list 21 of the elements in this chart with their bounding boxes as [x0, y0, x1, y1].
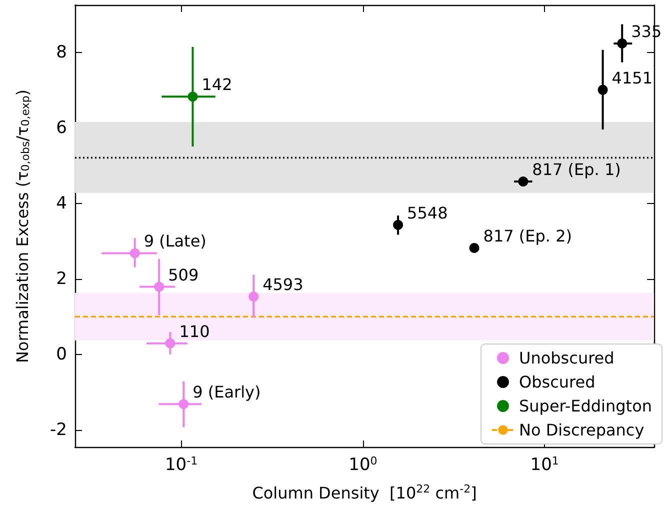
legend-label: No Discrepancy	[519, 420, 644, 440]
annotation: 4593	[262, 275, 304, 294]
legend-label: Obscured	[519, 372, 596, 392]
annotation: 509	[168, 265, 199, 284]
legend-label: Unobscured	[519, 348, 614, 368]
y-tick-label: 2	[56, 268, 67, 289]
y-tick-label: 4	[56, 193, 67, 214]
y-tick-label: 8	[56, 42, 67, 63]
y-axis-title: Normalization Excess (τ0,obs/τ0,exp)	[13, 89, 32, 364]
annotation: 110	[179, 322, 210, 341]
annotation: 142	[202, 75, 232, 94]
annotation: 9 (Late)	[144, 232, 206, 251]
annotation: 4151	[612, 68, 653, 88]
annotation: 817 (Ep. 1)	[532, 160, 621, 180]
y-tick-label: -2	[50, 420, 67, 440]
legend-label: Super-Eddington	[519, 396, 652, 416]
annotation: 817 (Ep. 2)	[483, 226, 572, 246]
annotation: 9 (Early)	[192, 382, 261, 402]
annotation: 5548	[407, 203, 448, 222]
y-tick-label: 6	[56, 118, 67, 138]
y-tick-label: 0	[56, 344, 67, 364]
